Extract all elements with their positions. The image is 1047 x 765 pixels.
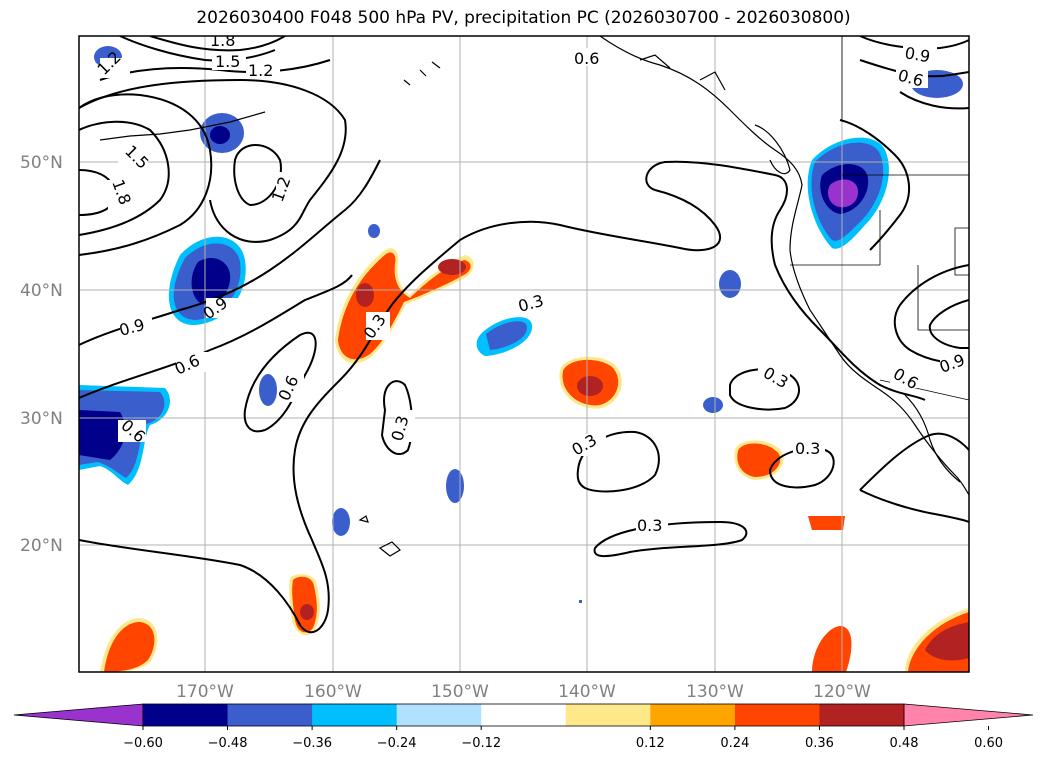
lat-label: 50°N	[20, 153, 63, 173]
precip-positive-center	[559, 356, 622, 409]
colorbar: −0.60 −0.48 −0.36 −0.24 −0.12 0.12 0.24 0.36 0.4…	[13, 703, 1034, 751]
colorbar-extend-min	[13, 703, 144, 727]
pv-contour-1-8-west	[79, 120, 170, 236]
lon-label: 120°W	[813, 682, 871, 702]
colorbar-segment	[312, 704, 398, 726]
colorbar-tick-label: 0.60	[974, 736, 1003, 751]
colorbar-frame	[142, 703, 905, 727]
map-border	[78, 35, 970, 673]
lon-label: 170°W	[176, 682, 234, 702]
precip-positive-east	[289, 440, 845, 636]
lon-label: 160°W	[304, 682, 362, 702]
contour-label: 0.6	[574, 49, 599, 68]
colorbar-tick-label: −0.24	[377, 736, 417, 751]
contour-label: 1.5	[215, 52, 240, 71]
lat-label: 30°N	[20, 409, 63, 429]
colorbar-segment	[227, 704, 313, 726]
lon-label: 130°W	[686, 682, 744, 702]
pv-contour-1-5-west	[79, 93, 213, 256]
colorbar-segment	[819, 704, 905, 726]
colorbar-segment	[143, 704, 229, 726]
colorbar-extend-max	[903, 703, 1034, 727]
colorbar-tick-label: 0.36	[805, 736, 834, 751]
colorbar-segment	[481, 704, 567, 726]
colorbar-tick-label: −0.60	[123, 736, 163, 751]
contour-label: 0.3	[637, 516, 662, 535]
lon-label: 150°W	[431, 682, 489, 702]
contour-label: 0.9	[903, 43, 931, 66]
graticule	[79, 36, 969, 672]
colorbar-tick-label: 0.12	[636, 736, 665, 751]
colorbar-segment	[565, 704, 651, 726]
contour-label: 1.2	[248, 61, 273, 80]
colorbar-segment	[734, 704, 820, 726]
precip-negative-pacific-nw	[807, 137, 889, 249]
longitude-labels: 170°W 160°W 150°W 140°W 130°W 120°W	[176, 682, 871, 702]
colorbar-tick-label: −0.48	[208, 736, 248, 751]
colorbar-segment	[396, 704, 482, 726]
lat-label: 40°N	[20, 281, 63, 301]
colorbar-segment	[650, 704, 736, 726]
latitude-labels: 50°N 40°N 30°N 20°N	[20, 153, 63, 556]
colorbar-tick-label: 0.24	[720, 736, 749, 751]
colorbar-tick-label: −0.36	[292, 736, 332, 751]
lon-label: 140°W	[558, 682, 616, 702]
colorbar-tick-label: 0.48	[890, 736, 919, 751]
precip-negative-aleutian	[200, 113, 244, 153]
coastlines	[99, 36, 969, 557]
map-title: 2026030400 F048 500 hPa PV, precipitatio…	[196, 8, 851, 28]
contour-label: 1.8	[210, 31, 235, 50]
contour-label: 0.3	[795, 439, 820, 458]
colorbar-tick-label: −0.12	[461, 736, 501, 751]
lat-label: 20°N	[20, 536, 63, 556]
